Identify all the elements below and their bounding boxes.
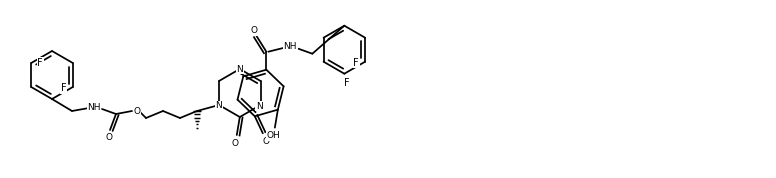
Text: F: F (61, 83, 67, 93)
Text: O: O (231, 138, 238, 148)
Text: N: N (256, 101, 263, 111)
Text: O: O (251, 26, 258, 35)
Text: NH: NH (283, 42, 297, 51)
Text: OH: OH (267, 131, 281, 140)
Text: N: N (237, 64, 243, 74)
Text: O: O (133, 106, 140, 116)
Text: N: N (216, 101, 223, 111)
Text: NH: NH (87, 103, 101, 111)
Text: F: F (344, 78, 349, 88)
Text: F: F (37, 58, 43, 68)
Text: F: F (353, 58, 359, 68)
Text: O: O (106, 132, 113, 142)
Text: O: O (262, 137, 269, 146)
